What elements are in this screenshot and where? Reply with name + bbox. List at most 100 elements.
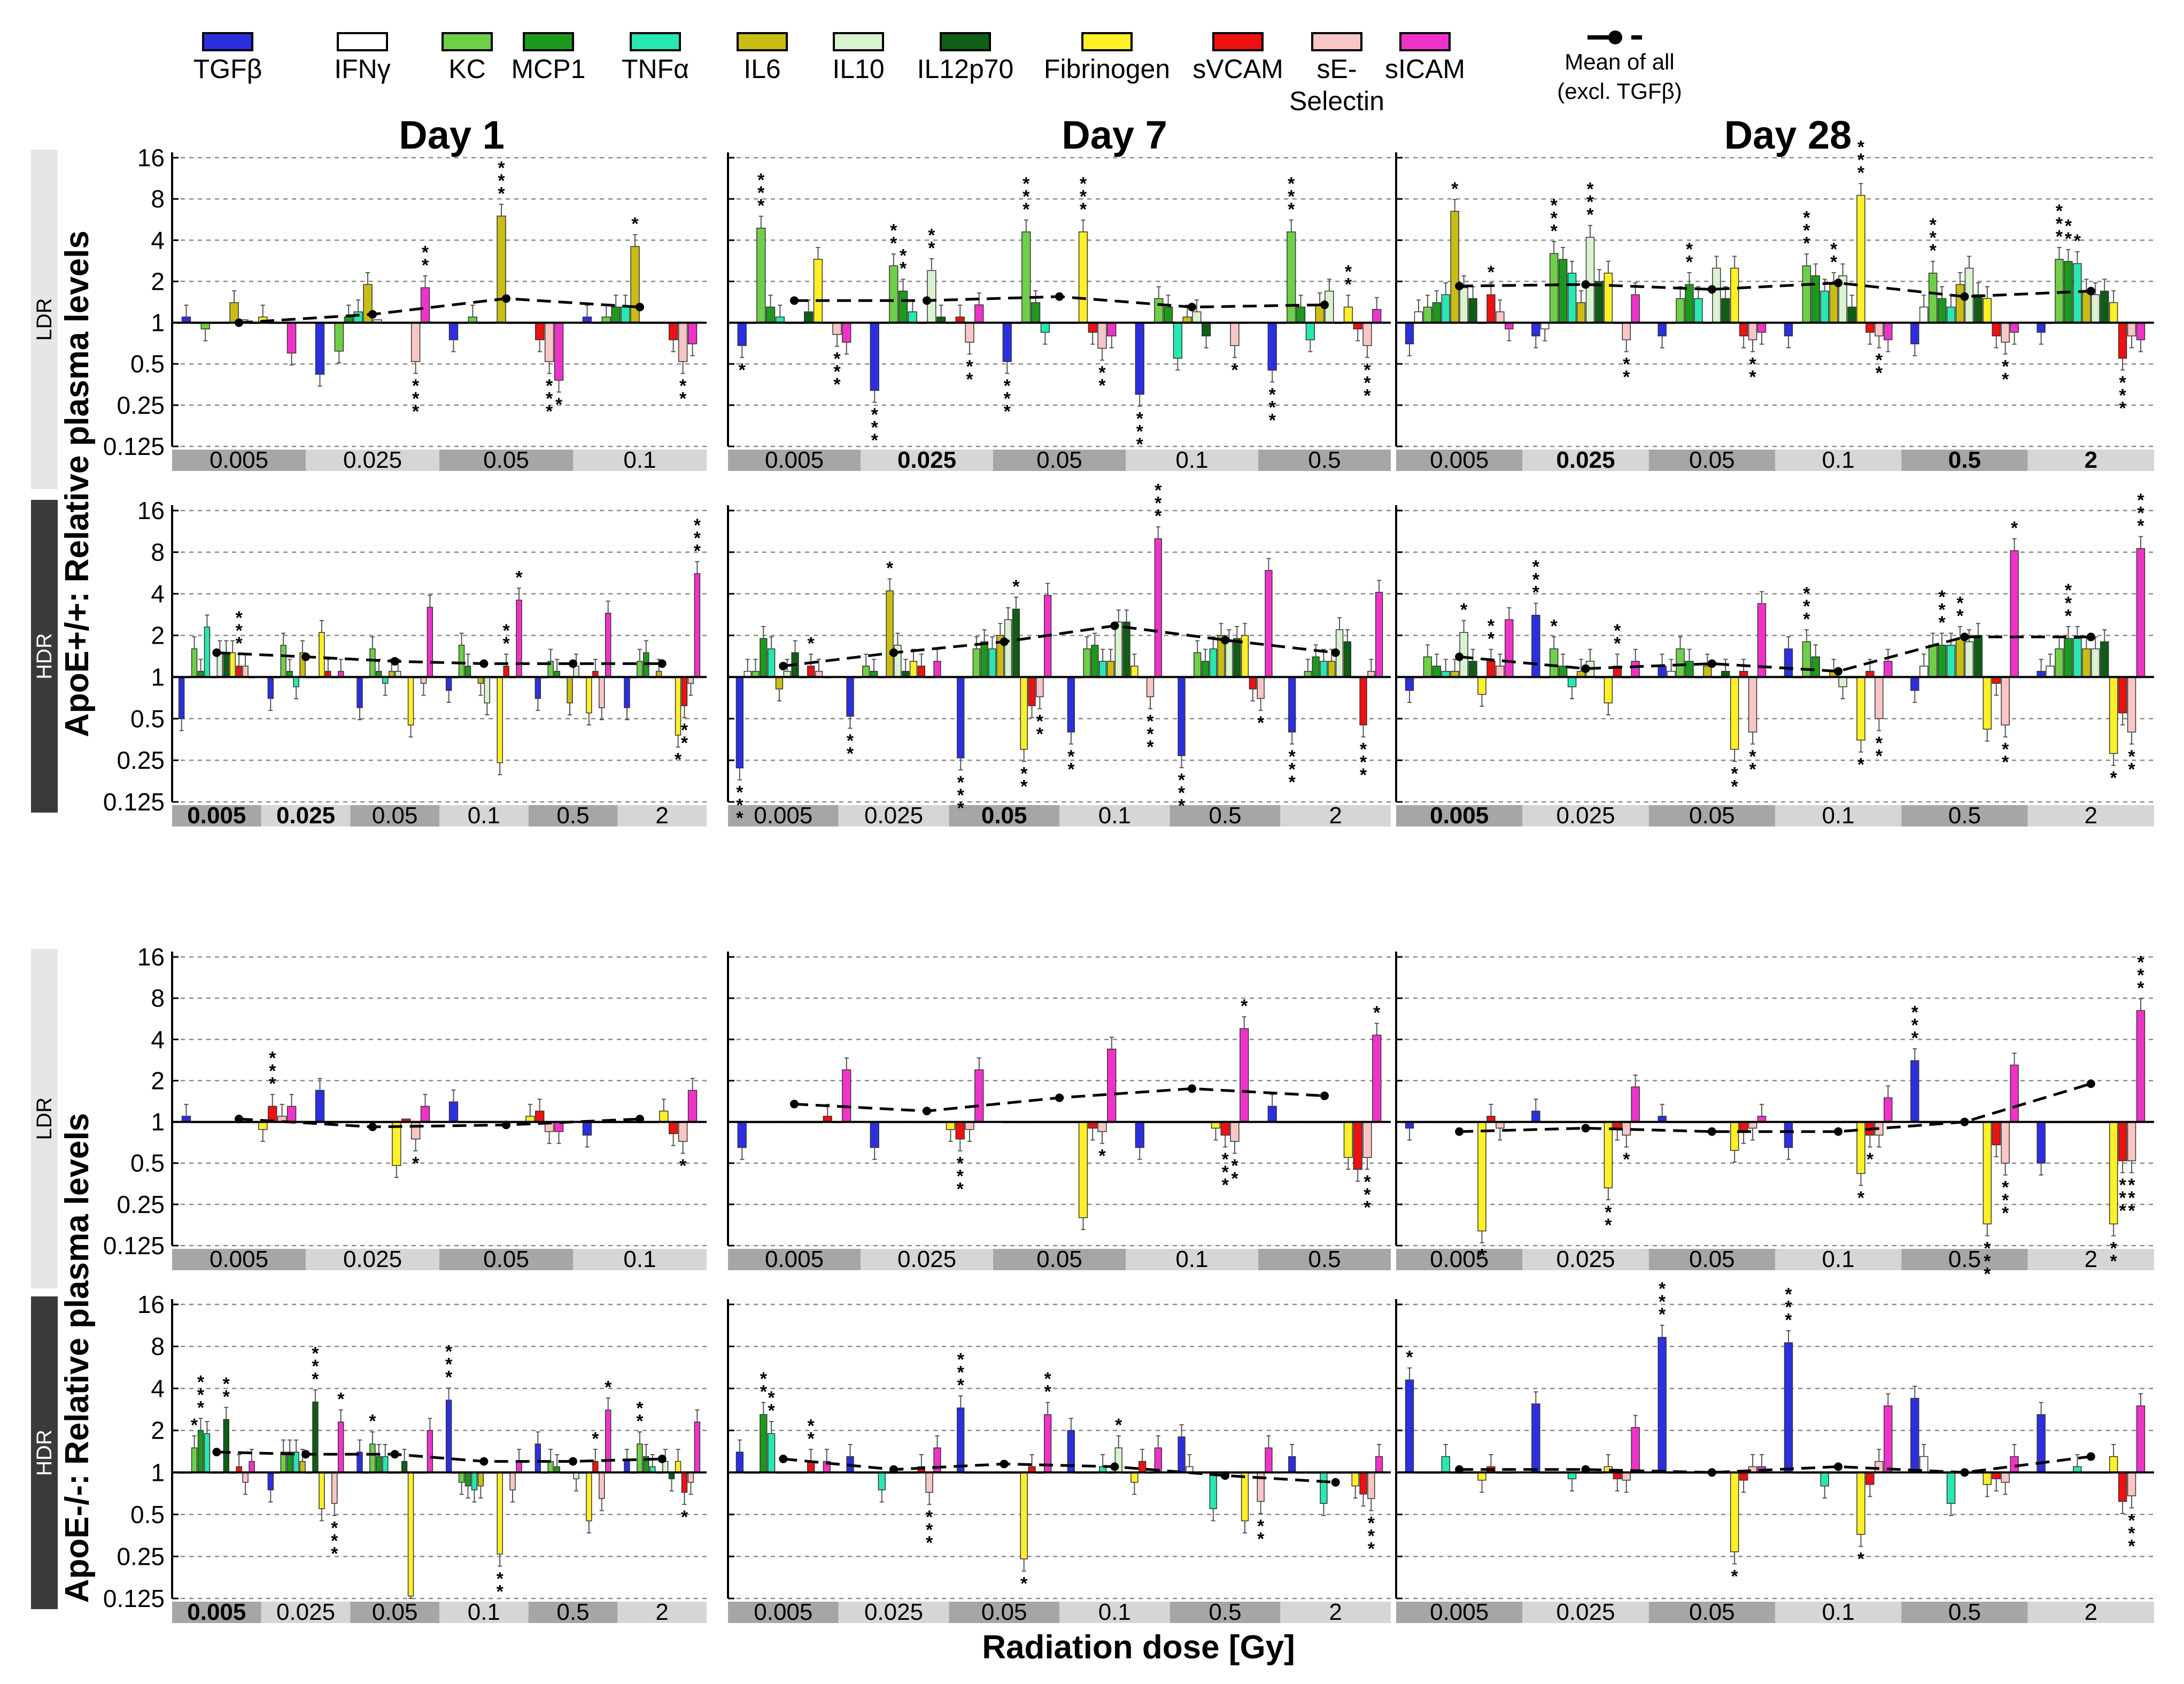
dose-group: ******* — [267, 1343, 345, 1564]
legend-swatch-Fibrinogen — [1081, 32, 1133, 51]
side-strip-label: LDR — [33, 1097, 56, 1140]
significance-star: * — [1231, 360, 1238, 380]
dose-strip-segment — [1775, 450, 1902, 471]
y-tick-label: 2 — [151, 622, 165, 650]
dose-group: * — [357, 1411, 433, 1599]
bar-sESelectin — [1496, 666, 1505, 678]
bar-KC — [458, 1472, 465, 1483]
bar-TGFb — [1531, 1403, 1540, 1473]
bar-Fibrinogen — [659, 1110, 669, 1123]
mean-point — [1331, 1478, 1340, 1487]
significance-star: * — [1004, 389, 1011, 409]
bar-sICAM — [1631, 661, 1640, 678]
dose-strip-segment — [528, 1602, 618, 1623]
bar-sICAM — [694, 1422, 701, 1473]
dose-strip-segment — [1170, 805, 1281, 826]
significance-star: * — [1364, 1198, 1371, 1218]
bar-TNFa — [1040, 322, 1050, 333]
significance-star: * — [1586, 192, 1594, 212]
significance-star: * — [2128, 1175, 2135, 1195]
dose-group: **** — [1658, 591, 1767, 797]
legend-swatch-IL12p70 — [940, 32, 991, 51]
significance-star: * — [1803, 609, 1810, 629]
dose-label: 0.005 — [210, 1246, 268, 1272]
dose-label: 2 — [655, 1599, 668, 1625]
dose-group: ********* — [2036, 490, 2146, 788]
column-title-day1: Day 1 — [399, 113, 504, 157]
dose-label: 0.1 — [1822, 1599, 1855, 1625]
dose-group: ****** — [178, 1372, 255, 1495]
significance-star: * — [926, 1520, 933, 1540]
significance-star: * — [681, 1507, 688, 1527]
bar-KC — [1676, 298, 1685, 323]
significance-marker: ** — [1956, 593, 1964, 626]
significance-star: * — [1098, 1146, 1106, 1166]
significance-star: * — [1178, 783, 1186, 804]
mean-point — [2086, 632, 2095, 642]
dose-group: * — [1405, 1103, 1514, 1265]
mean-point — [1581, 280, 1590, 289]
significance-marker: *** — [236, 608, 243, 654]
legend-label-sICAM: sICAM — [1385, 54, 1465, 84]
bar-IL6 — [1829, 284, 1838, 323]
side-strips: LDR HDR LDR HDR — [31, 150, 58, 1609]
bar-KC — [972, 648, 980, 678]
significance-marker: * — [1857, 754, 1865, 775]
significance-marker: * — [592, 1428, 599, 1449]
significance-marker: *** — [926, 1507, 933, 1553]
dose-strip-segment — [1280, 805, 1391, 826]
mean-point — [390, 1450, 399, 1459]
y-tick-label: 8 — [151, 538, 165, 566]
significance-marker: *** — [312, 1343, 319, 1389]
significance-marker: ** — [2002, 739, 2009, 773]
bar-IL6 — [1450, 211, 1459, 323]
bar-TNFa — [1320, 661, 1328, 678]
dose-label: 0.5 — [1948, 1599, 1981, 1625]
significance-marker: ** — [768, 1388, 775, 1421]
significance-marker: *** — [2137, 952, 2144, 998]
significance-star: * — [312, 1343, 319, 1364]
bar-sVCAM — [1486, 661, 1496, 678]
bar-Fibrinogen — [1020, 1472, 1028, 1559]
bar-Fibrinogen — [1604, 273, 1613, 323]
bar-KC — [369, 1443, 376, 1473]
bar-sICAM — [933, 661, 941, 678]
mean-point — [779, 661, 788, 670]
legend-label-IL10: IL10 — [832, 54, 884, 84]
legend-item-MCP1: MCP1 — [512, 32, 585, 84]
significance-marker: * — [605, 1377, 612, 1397]
dose-group: ******** — [1910, 518, 2019, 773]
legend-swatch-sVCAM — [1212, 32, 1264, 51]
significance-star: * — [331, 1531, 338, 1551]
significance-star: * — [1659, 1292, 1666, 1312]
bar-MCP1 — [2064, 638, 2073, 678]
significance-star: * — [1614, 634, 1621, 654]
bar-Fibrinogen — [497, 1472, 503, 1555]
bar-sVCAM — [1865, 1472, 1875, 1485]
significance-star: * — [871, 418, 879, 438]
significance-star: * — [1241, 996, 1248, 1016]
column-title-day28: Day 28 — [1724, 113, 1852, 157]
bar-IL12p70 — [1721, 298, 1730, 323]
dose-strip-segment — [993, 1249, 1126, 1270]
significance-star: * — [957, 785, 965, 806]
bar-TGFb — [1405, 676, 1414, 691]
bar-IL10 — [1585, 237, 1595, 323]
significance-marker: * — [1406, 1347, 1413, 1368]
mean-line — [1459, 1455, 2092, 1474]
legend-label-IL6: IL6 — [744, 54, 781, 84]
mean-point — [390, 656, 399, 666]
significance-star: * — [760, 1382, 768, 1402]
dose-label: 0.005 — [754, 802, 812, 829]
mean-point — [1331, 648, 1340, 657]
dose-group: ** — [535, 1377, 612, 1534]
significance-marker: * — [681, 1507, 688, 1527]
mean-point — [1055, 1093, 1064, 1102]
dose-label: 0.005 — [765, 1246, 824, 1272]
dose-group: **** — [1784, 1284, 1893, 1569]
significance-star: * — [1857, 1549, 1865, 1569]
legend-item-KC: KC — [442, 32, 493, 84]
y-tick-label: 0.5 — [130, 350, 165, 378]
bar-IL12p70 — [2100, 641, 2109, 678]
bar-sICAM — [605, 613, 611, 678]
